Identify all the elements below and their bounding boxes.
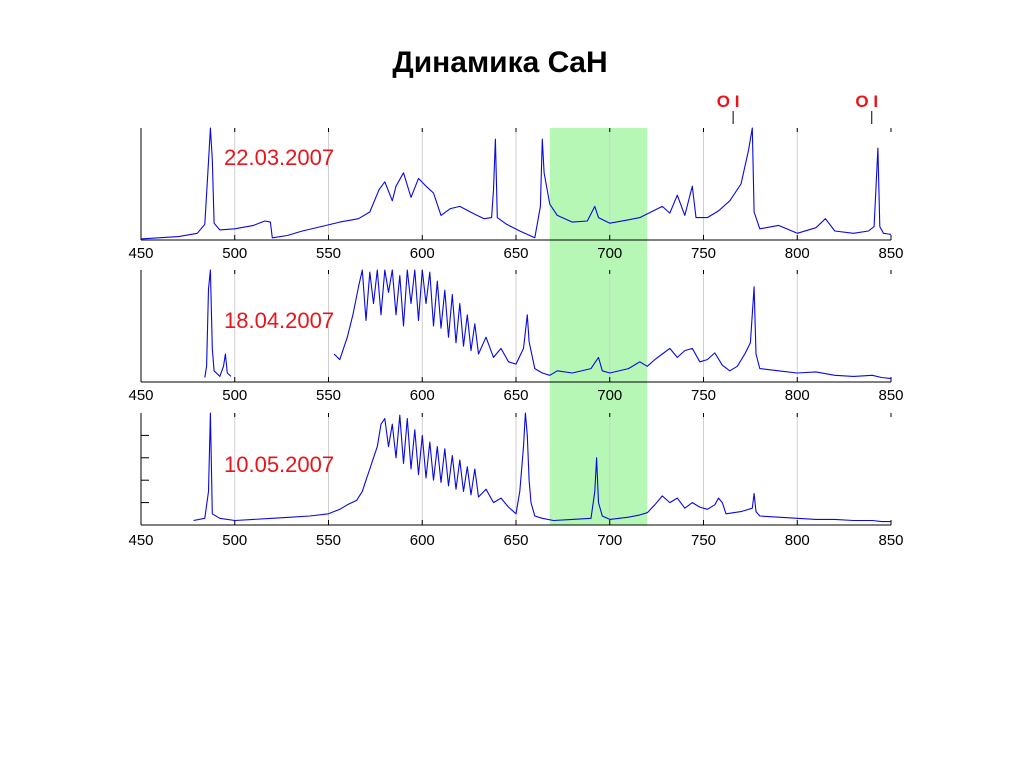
panel-1-spectrum-line <box>140 127 892 240</box>
panel-3-tick-label-450: 450 <box>128 532 153 549</box>
panel-2-tick-label-600: 600 <box>410 387 435 404</box>
panel-2-spectrum-line-1 <box>204 269 232 378</box>
panel-1-tick-label-500: 500 <box>222 245 247 262</box>
panel-3-date-label: 10.05.2007 <box>224 452 334 477</box>
panel-1-tick-label-850: 850 <box>878 245 903 262</box>
panel-1-tick-label-750: 750 <box>691 245 716 262</box>
panel-3-tick-label-550: 550 <box>316 532 341 549</box>
panel-1-tick-label-450: 450 <box>128 245 153 262</box>
panel-2-spectrum-line-2 <box>333 269 892 380</box>
panel-1-tick-label-550: 550 <box>316 245 341 262</box>
panel-3-tick-label-850: 850 <box>878 532 903 549</box>
panel-3-tick-label-750: 750 <box>691 532 716 549</box>
page-title: Динамика CaH <box>392 46 608 79</box>
panel-3-tick-label-700: 700 <box>597 532 622 549</box>
panel-3-tick-label-500: 500 <box>222 532 247 549</box>
panel-1-tick-label-700: 700 <box>597 245 622 262</box>
panel-1-date-label: 22.03.2007 <box>224 145 334 170</box>
panel-2-tick-label-750: 750 <box>691 387 716 404</box>
panel-2-tick-label-650: 650 <box>503 387 528 404</box>
panel-2-tick-label-450: 450 <box>128 387 153 404</box>
panel-2-date-label: 18.04.2007 <box>224 308 334 333</box>
panel-2-tick-label-500: 500 <box>222 387 247 404</box>
panel-2-tick-label-850: 850 <box>878 387 903 404</box>
panel-3-tick-label-600: 600 <box>410 532 435 549</box>
panel-3-tick-label-650: 650 <box>503 532 528 549</box>
panel-2-tick-label-700: 700 <box>597 387 622 404</box>
panel-1-tick-label-800: 800 <box>785 245 810 262</box>
annotation-oi-label-2: O I <box>855 92 878 111</box>
panel-1-tick-label-650: 650 <box>503 245 528 262</box>
panel-2-tick-label-800: 800 <box>785 387 810 404</box>
highlight-band <box>549 128 648 525</box>
panel-3-spectrum-line <box>193 412 891 523</box>
annotation-oi-label-1: O I <box>717 92 740 111</box>
panel-3-tick-label-800: 800 <box>785 532 810 549</box>
panel-1-tick-label-600: 600 <box>410 245 435 262</box>
panel-2-tick-label-550: 550 <box>316 387 341 404</box>
